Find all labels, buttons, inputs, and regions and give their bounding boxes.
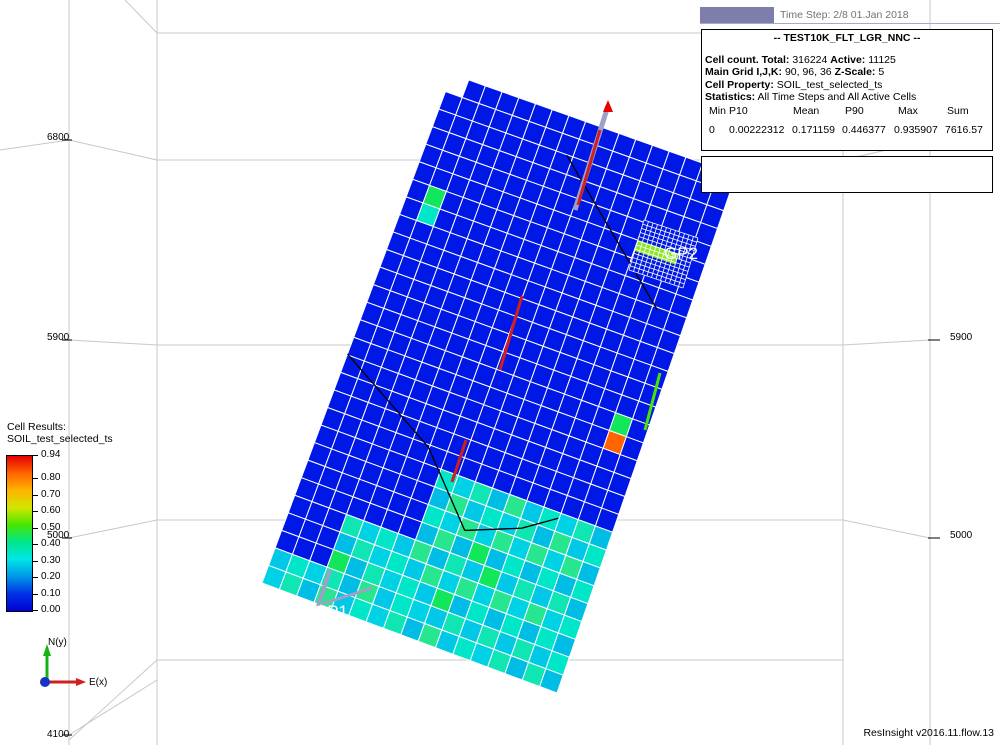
legend-tick-label: 0.20: [41, 571, 61, 583]
legend-tick-label: 0.00: [41, 604, 61, 615]
lgr-grid-line: [678, 236, 694, 287]
info-box: -- TEST10K_FLT_LGR_NNC -- Cell count. To…: [701, 29, 993, 151]
well-label-gi1: GI1: [616, 96, 644, 115]
east-axis-label: E(x): [89, 677, 108, 688]
legend-tick-label: 0.30: [41, 554, 61, 566]
stats-header-row: Min P10 Mean P90 Max Sum: [709, 104, 969, 117]
lgr-grid-line: [628, 269, 684, 289]
fault-line: [464, 517, 559, 532]
legend-tick-label: 0.80: [41, 472, 61, 484]
legend-tick: [32, 560, 38, 562]
legend-tick: [32, 610, 38, 611]
well-label-gp2: GP2: [664, 244, 699, 263]
north-axis-label: N(y): [48, 637, 67, 648]
lgr-grid-line: [682, 237, 699, 289]
histogram-frame: [701, 156, 993, 193]
legend-tick: [32, 455, 38, 456]
legend-tick: [32, 544, 38, 546]
grid-cell[interactable]: [539, 668, 564, 694]
legend-tick-label: 0.50: [41, 521, 61, 533]
cell-property-line: Cell Property: SOIL_test_selected_ts: [705, 78, 883, 91]
axis-tick-label: 6800: [47, 132, 70, 143]
legend-tick: [32, 593, 38, 595]
axis-tick-label: 5900: [47, 332, 70, 343]
legend-tick-label: 0.94: [41, 449, 61, 460]
lgr-grid-line: [630, 265, 685, 285]
legend-tick: [32, 577, 38, 579]
tick-marks: [62, 139, 940, 736]
legend-tick: [32, 511, 38, 513]
legend-tick-label: 0.70: [41, 488, 61, 500]
time-step-progress-bar: [700, 7, 774, 23]
fault-line: [347, 353, 466, 531]
case-title: -- TEST10K_FLT_LGR_NNC --: [773, 32, 921, 44]
navigation-axes: [40, 644, 86, 687]
well-paths: [316, 100, 662, 607]
statistics-line: Statistics: All Time Steps and All Activ…: [705, 91, 917, 103]
legend-title: Cell Results: SOIL_test_selected_ts: [7, 421, 113, 445]
lgr-fine-grid: [628, 219, 699, 289]
legend-tick-label: 0.10: [41, 587, 61, 599]
axis-tick-label: 5000: [950, 530, 973, 541]
reservoir-grid[interactable]: [261, 79, 737, 694]
legend-tick-label: 0.40: [41, 538, 61, 550]
time-step-line: [700, 23, 1000, 24]
legend-tick-label: 0.60: [41, 505, 61, 517]
time-step-indicator: Time Step: 2/8 01.Jan 2018: [700, 7, 1000, 24]
main-grid-line: Main Grid I,J,K: 90, 96, 36 Z-Scale: 5: [705, 66, 885, 78]
axis-tick-label: 5900: [950, 332, 973, 343]
well-label-gp1: GP1: [314, 602, 349, 621]
version-label: ResInsight v2016.11.flow.13: [863, 727, 994, 739]
legend-tick: [32, 494, 38, 496]
color-legend-bar: [6, 455, 33, 612]
stats-value-row: 0 0.00222312 0.171159 0.446377 0.935907 …: [709, 123, 983, 136]
legend-tick: [32, 478, 38, 480]
legend-tick: [32, 527, 38, 529]
cell-count-line: Cell count. Total: 316224 Active: 11125: [705, 53, 896, 66]
axis-tick-label: 5000: [47, 530, 70, 541]
axis-tick-label: 4100: [47, 729, 70, 740]
lgr-grid-line: [631, 261, 686, 281]
time-step-label: Time Step: 2/8 01.Jan 2018: [780, 9, 909, 21]
